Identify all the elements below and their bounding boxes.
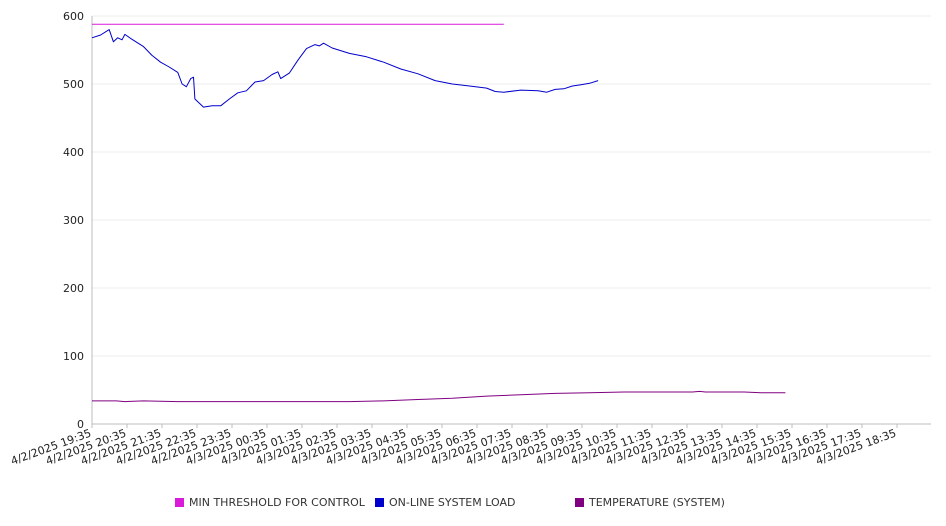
y-tick-label: 500 (63, 78, 84, 91)
y-tick-label: 200 (63, 282, 84, 295)
y-tick-label: 0 (77, 418, 84, 431)
y-tick-label: 400 (63, 146, 84, 159)
legend-swatch-load (375, 498, 384, 507)
legend-item-threshold[interactable]: MIN THRESHOLD FOR CONTROL (175, 496, 365, 509)
y-tick-label: 600 (63, 10, 84, 23)
legend-label-temperature: TEMPERATURE (SYSTEM) (589, 496, 725, 509)
x-axis-ticks: 4/2/2025 19:354/2/2025 20:354/2/2025 21:… (9, 424, 898, 468)
y-axis-ticks: 0 100 200 300 400 500 600 (63, 10, 84, 431)
y-tick-label: 100 (63, 350, 84, 363)
series-lines (91, 23, 786, 403)
series-line-1 (91, 29, 599, 108)
legend-item-load[interactable]: ON-LINE SYSTEM LOAD (375, 496, 515, 509)
legend-label-load: ON-LINE SYSTEM LOAD (389, 496, 516, 509)
legend-swatch-temperature (575, 498, 584, 507)
legend-label-threshold: MIN THRESHOLD FOR CONTROL (189, 496, 365, 509)
legend: MIN THRESHOLD FOR CONTROL ON-LINE SYSTEM… (0, 496, 946, 516)
legend-swatch-threshold (175, 498, 184, 507)
legend-item-temperature[interactable]: TEMPERATURE (SYSTEM) (575, 496, 725, 509)
y-tick-label: 300 (63, 214, 84, 227)
series-line-2 (92, 390, 786, 403)
gridlines (92, 15, 931, 357)
